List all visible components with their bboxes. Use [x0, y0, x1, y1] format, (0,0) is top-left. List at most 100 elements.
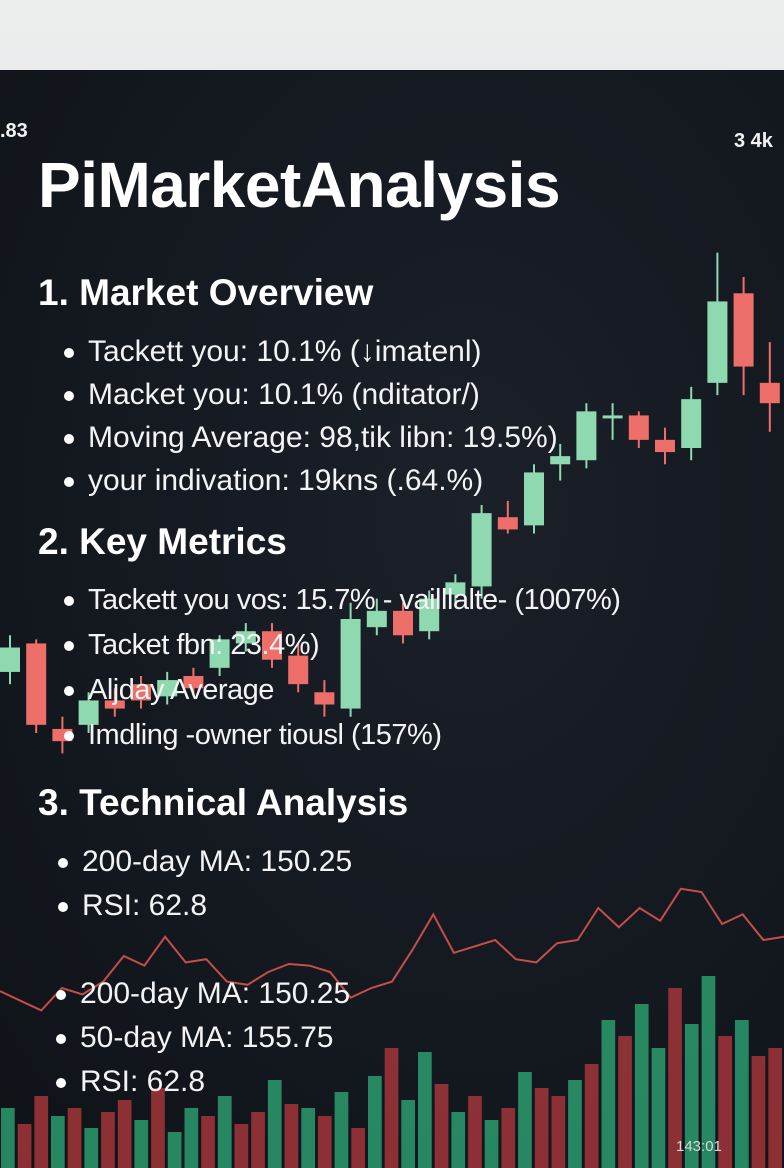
volume-bar-up [167, 1132, 182, 1168]
indicator-line [0, 887, 784, 1012]
volume-bar-down [151, 1088, 165, 1168]
list-item: RSI: 62.8 [56, 884, 352, 928]
candle-bullish [576, 411, 597, 461]
volume-bar-down [351, 1128, 365, 1168]
volume-bar-up [334, 1092, 349, 1168]
volume-bar-down [234, 1124, 249, 1168]
list-item: Moving Average: 98,tik libn: 19.5%) [62, 416, 558, 459]
candle-bullish [78, 700, 99, 725]
volume-bar-down [251, 1112, 265, 1168]
volume-bar-up [401, 1100, 415, 1168]
time-axis-label: 143:01 [676, 1138, 722, 1155]
moving-average-list: 200-day MA: 150.25 50-day MA: 155.75 RSI… [54, 972, 350, 1104]
market-overview-list: Tackett you: 10.1% (↓imatenl) Macket you… [62, 330, 558, 502]
candle-bullish [419, 598, 440, 632]
candle-bullish [235, 631, 256, 644]
volume-bar-down [384, 1048, 399, 1168]
list-item: your indivation: 19kns (.64.%) [62, 459, 558, 502]
candle-bullish [209, 639, 230, 668]
volume-bar-down [768, 1048, 782, 1168]
volume-bar-up [84, 1128, 99, 1168]
list-item: Macket you: 10.1% (nditator/) [62, 373, 558, 416]
volume-bar-up [451, 1112, 466, 1168]
candle-bullish [707, 301, 728, 383]
list-item: RSI: 62.8 [54, 1060, 350, 1104]
candle-bearish [26, 643, 47, 725]
volume-bar-up [684, 1024, 699, 1168]
volume-bar-down [67, 1108, 82, 1168]
volume-bar-up [568, 1080, 582, 1168]
volume-bar-down [534, 1088, 549, 1168]
list-item: 200-day MA: 150.25 [56, 840, 352, 884]
top-right-price-label: 3 4k [734, 130, 773, 152]
volume-bar-up [735, 1020, 749, 1168]
volume-bar-down [17, 1124, 32, 1168]
volume-bar-down [618, 1036, 632, 1168]
technical-analysis-list: 200-day MA: 150.25 RSI: 62.8 [56, 840, 352, 928]
volume-bar-up [1, 1108, 15, 1168]
volume-bar-up [301, 1108, 315, 1168]
volume-bar-down [718, 1036, 732, 1168]
candle-bullish [681, 399, 702, 448]
volume-bar-up [518, 1072, 532, 1168]
candle-bullish [445, 582, 466, 595]
price-chart [0, 252, 784, 1168]
candle-bearish [288, 655, 309, 685]
candle-bearish [131, 684, 151, 701]
candle-bearish [104, 700, 125, 709]
list-item: Imdling -owner tiousl (157%) [62, 713, 620, 758]
candle-bearish [733, 293, 754, 367]
key-metrics-list: Tackett you vos: 15.7% - vailllalte- (10… [62, 578, 621, 758]
candle-bullish [340, 619, 361, 709]
candle-bearish [759, 382, 780, 404]
candle-bullish [550, 456, 571, 465]
candle-bearish [262, 631, 282, 660]
volume-bar-up [51, 1116, 65, 1168]
volume-bar-down [751, 1056, 766, 1168]
list-item: 50-day MA: 155.75 [54, 1016, 350, 1060]
volume-bar-up [634, 1004, 649, 1168]
candle-bearish [628, 415, 649, 440]
volume-bar-up [651, 1048, 666, 1168]
section-heading-technical-analysis: 3. Technical Analysis [38, 782, 409, 823]
volume-bar-down [34, 1096, 49, 1168]
section-heading-market-overview: 1. Market Overview [38, 272, 374, 313]
top-left-price-label: .83 [0, 120, 28, 142]
monitor-screen [0, 70, 784, 1168]
candle-bearish [393, 610, 413, 636]
candle-bullish [471, 513, 492, 587]
candle-bearish [655, 439, 675, 453]
volume-bar-down [201, 1116, 215, 1168]
volume-bar-down [468, 1096, 482, 1168]
candle-bearish [183, 676, 204, 689]
list-item: Tackett you vos: 15.7% - vailllalte- (10… [62, 578, 621, 623]
volume-bar-up [701, 976, 716, 1168]
list-item: Tackett you: 10.1% (↓imatenl) [62, 330, 558, 373]
candle-bearish [314, 692, 335, 705]
volume-bar-down [117, 1100, 132, 1168]
candle-bearish [497, 517, 518, 530]
volume-bar-down [668, 988, 682, 1168]
volume-bar-up [267, 1080, 282, 1168]
volume-bar-down [501, 1108, 516, 1168]
volume-bar-down [551, 1096, 566, 1168]
list-item: 200-day MA: 150.25 [54, 972, 350, 1016]
volume-bar-up [601, 1020, 616, 1168]
candle-bullish [366, 610, 387, 628]
list-item: Aljday Average [62, 668, 620, 713]
volume-bar-up [217, 1096, 232, 1168]
volume-bar-down [434, 1084, 449, 1168]
volume-bar-up [184, 1108, 199, 1168]
list-item: Tacket fbn: 23.4%) [62, 623, 620, 668]
volume-bar-down [101, 1112, 115, 1168]
volume-bar-up [418, 1052, 432, 1168]
volume-bar-down [284, 1104, 299, 1168]
section-heading-key-metrics: 2. Key Metrics [38, 521, 287, 562]
volume-bar-up [368, 1076, 382, 1168]
volume-bar-down [584, 1064, 599, 1168]
candle-bullish [157, 680, 178, 697]
page-title: PiMarketAnalysis [38, 149, 561, 221]
volume-bar-up [484, 1120, 499, 1168]
candle-bullish [524, 472, 544, 526]
volume-bar-down [317, 1116, 332, 1168]
